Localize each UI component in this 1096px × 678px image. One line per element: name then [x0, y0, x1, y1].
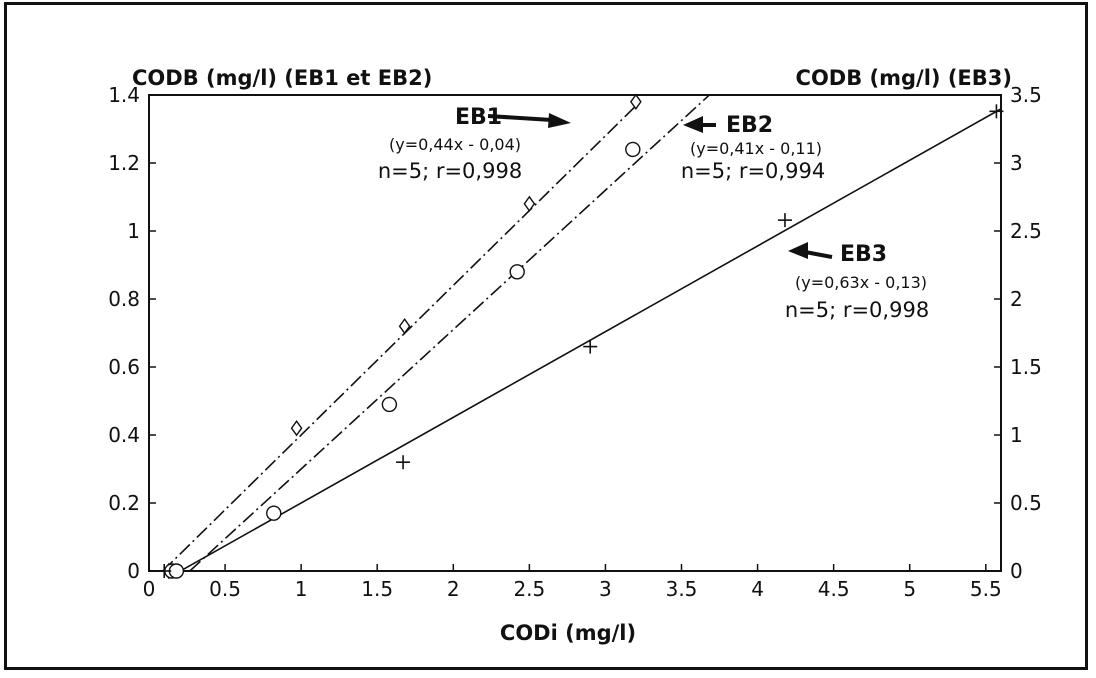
eb3-point	[157, 564, 172, 578]
y-right-tick-label: 3.5	[1010, 83, 1042, 107]
eb3-point	[989, 104, 1004, 119]
y-tick-label: 0.6	[108, 355, 140, 379]
y-axis-right-ticks: 0 0.5 1 1.5 2 2.5 3 3.5	[994, 83, 1042, 583]
y-tick-label: 0	[127, 559, 140, 583]
eb2-arrowhead	[683, 116, 703, 133]
x-tick-label: 1	[295, 577, 308, 601]
eb1-arrow-icon	[487, 114, 553, 122]
eb1-point	[290, 419, 303, 437]
eb1-annotation: EB1 (y=0,44x - 0,04) n=5; r=0,998	[378, 105, 571, 183]
y-tick-label: 1.2	[108, 151, 140, 175]
eb3-stats: n=5; r=0,998	[785, 298, 929, 322]
x-tick-label: 2	[447, 577, 460, 601]
x-tick-label: 1.5	[361, 577, 393, 601]
eb3-label: EB3	[840, 242, 887, 267]
y-right-tick-label: 1	[1010, 423, 1023, 447]
x-axis-ticks: 0 0.5 1 1.5 2 2.5 3 3.5 4 4.5 5 5.5	[143, 564, 1002, 601]
eb2-point	[168, 563, 185, 579]
eb2-equation: (y=0,41x - 0,11)	[690, 139, 822, 158]
eb1-point	[629, 93, 642, 111]
eb1-arrowhead	[548, 113, 571, 128]
x-tick-label: 3	[599, 577, 612, 601]
eb3-annotation: EB3 (y=0,63x - 0,13) n=5; r=0,998	[785, 242, 929, 322]
y-tick-label: 0.8	[108, 287, 140, 311]
eb2-fit-line	[189, 94, 710, 572]
x-axis-title: CODi (mg/l)	[500, 621, 636, 645]
eb3-point	[583, 339, 598, 354]
x-tick-label: 4.5	[818, 577, 850, 601]
y-axis-left-title: CODB (mg/l) (EB1 et EB2)	[132, 66, 432, 90]
x-tick-label: 4	[751, 577, 764, 601]
eb1-equation: (y=0,44x - 0,04)	[389, 135, 521, 154]
eb2-stats: n=5; r=0,994	[681, 159, 825, 183]
y-right-tick-label: 0	[1010, 559, 1023, 583]
data-markers	[157, 93, 1004, 580]
x-tick-label: 5.5	[970, 577, 1002, 601]
x-tick-label: 0.5	[209, 577, 241, 601]
eb1-point	[398, 317, 411, 335]
x-tick-label: 0	[143, 577, 156, 601]
y-axis-left-ticks: 0 0.2 0.4 0.6 0.8 1 1.2 1.4	[108, 83, 156, 583]
y-right-tick-label: 1.5	[1010, 355, 1042, 379]
x-tick-label: 2.5	[513, 577, 545, 601]
eb2-point	[266, 505, 282, 521]
x-tick-label: 5	[903, 577, 916, 601]
y-right-tick-label: 0.5	[1010, 491, 1042, 515]
eb2-point	[625, 141, 641, 158]
y-axis-right-title: CODB (mg/l) (EB3)	[796, 66, 1012, 90]
eb1-point	[523, 195, 536, 213]
y-tick-label: 0.4	[108, 423, 140, 447]
eb1-fit-line	[162, 105, 637, 572]
eb2-point	[381, 396, 398, 413]
y-right-tick-label: 2	[1010, 287, 1023, 311]
eb1-stats: n=5; r=0,998	[378, 159, 522, 183]
eb3-arrow-icon	[804, 250, 833, 259]
y-tick-label: 1.4	[108, 83, 140, 107]
eb3-equation: (y=0,63x - 0,13)	[795, 273, 927, 292]
eb3-point	[777, 213, 792, 228]
eb3-point	[396, 455, 411, 470]
y-tick-label: 0.2	[108, 491, 140, 515]
y-right-tick-label: 3	[1010, 151, 1023, 175]
x-tick-label: 3.5	[666, 577, 698, 601]
plot-area	[148, 94, 1002, 572]
chart-frame	[4, 2, 1088, 670]
eb2-annotation: EB2 (y=0,41x - 0,11) n=5; r=0,994	[681, 113, 825, 183]
eb2-label: EB2	[726, 113, 773, 138]
eb3-arrowhead	[788, 242, 808, 259]
y-tick-label: 1	[127, 219, 140, 243]
regression-lines	[162, 94, 1002, 572]
eb2-point	[509, 264, 525, 280]
y-right-tick-label: 2.5	[1010, 219, 1042, 243]
